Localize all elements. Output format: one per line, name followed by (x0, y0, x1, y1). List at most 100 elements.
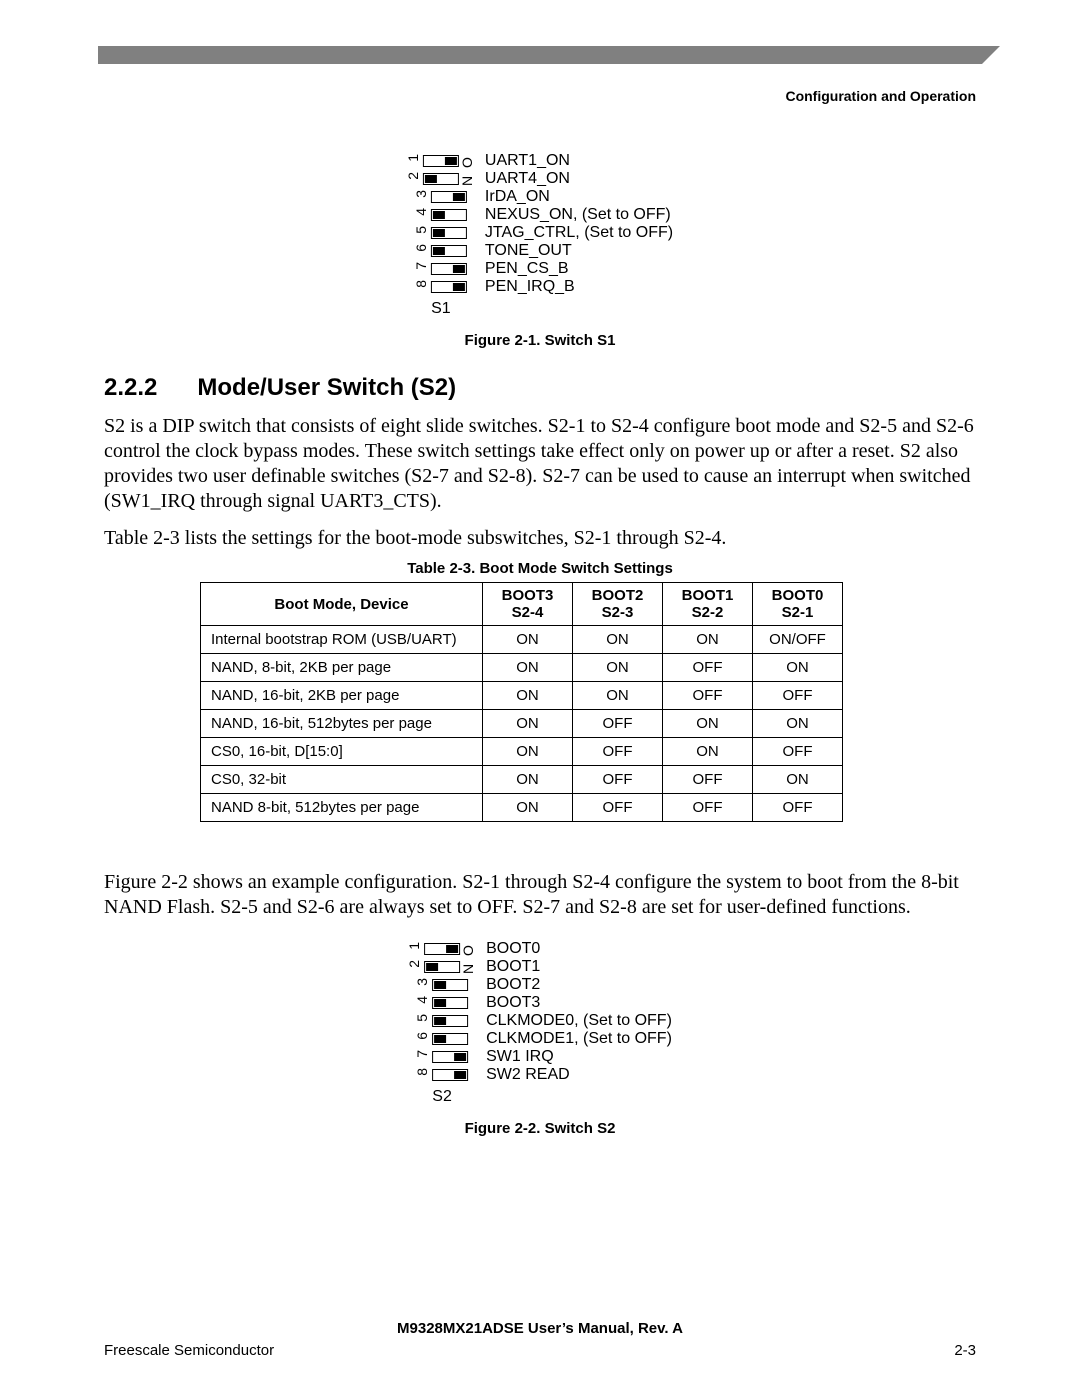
table-cell: OFF (753, 794, 843, 822)
dip-number: 6 (413, 244, 429, 258)
table-header: BOOT2S2-3 (573, 583, 663, 626)
dip-slot (432, 997, 468, 1009)
table-cell: ON (573, 626, 663, 654)
table-cell: ON (483, 794, 573, 822)
header-section: Configuration and Operation (785, 88, 976, 104)
table-row: Internal bootstrap ROM (USB/UART)ONONONO… (201, 626, 843, 654)
table-cell: ON (483, 682, 573, 710)
dip-row: 7 (416, 1048, 468, 1066)
table-header: BOOT3S2-4 (483, 583, 573, 626)
footer-left: Freescale Semiconductor (104, 1342, 274, 1359)
dip-label: BOOT2 (486, 976, 672, 994)
dip-row: 3 (415, 188, 467, 206)
dip-number: 2 (405, 172, 421, 186)
table-cell: ON (753, 766, 843, 794)
dip-number: 5 (414, 1014, 430, 1028)
figure2-caption: Figure 2-2. Switch S2 (465, 1120, 616, 1137)
table-cell: NAND 8-bit, 512bytes per page (201, 794, 483, 822)
dip-knob (453, 283, 465, 291)
table-cell: NAND, 16-bit, 2KB per page (201, 682, 483, 710)
dip-slot (431, 227, 467, 239)
table-row: CS0, 16-bit, D[15:0]ONOFFONOFF (201, 738, 843, 766)
dip-on-marker: O (460, 942, 476, 956)
dip-knob (433, 247, 445, 255)
dip-label: NEXUS_ON, (Set to OFF) (485, 206, 673, 224)
dip-slot (424, 943, 460, 955)
table-cell: OFF (573, 738, 663, 766)
dip-slot (423, 155, 459, 167)
table-cell: ON (483, 738, 573, 766)
table-cell: OFF (663, 682, 753, 710)
dip-knob (433, 211, 445, 219)
dip-slot (432, 1069, 468, 1081)
dip-row: 4 (415, 206, 467, 224)
table-caption: Table 2-3. Boot Mode Switch Settings (407, 560, 673, 577)
dip-label: CLKMODE0, (Set to OFF) (486, 1012, 672, 1030)
table-cell: Internal bootstrap ROM (USB/UART) (201, 626, 483, 654)
table-row: CS0, 32-bitONOFFOFFON (201, 766, 843, 794)
table-cell: ON (573, 654, 663, 682)
dip-slot (432, 1033, 468, 1045)
table-cell: ON (753, 654, 843, 682)
footer-right: 2-3 (954, 1342, 976, 1359)
dip-on-marker: N (459, 172, 475, 186)
dip-name: S2 (432, 1088, 452, 1106)
dip-label: SW1 IRQ (486, 1048, 672, 1066)
dip-label: BOOT3 (486, 994, 672, 1012)
dip-label: TONE_OUT (485, 242, 673, 260)
dip-slot (423, 173, 459, 185)
dip-row: 5 (416, 1012, 468, 1030)
dip-slot (431, 245, 467, 257)
table-row: NAND 8-bit, 512bytes per pageONOFFOFFOFF (201, 794, 843, 822)
dip-number: 8 (414, 1068, 430, 1082)
paragraph-2: Table 2-3 lists the settings for the boo… (104, 526, 982, 551)
table-row: NAND, 16-bit, 2KB per pageONONOFFOFF (201, 682, 843, 710)
dip-row: 1O (407, 152, 475, 170)
dip-knob (454, 1071, 466, 1079)
dip-on-marker: O (459, 154, 475, 168)
dip-label: PEN_CS_B (485, 260, 673, 278)
table-cell: OFF (573, 710, 663, 738)
section-title: Mode/User Switch (S2) (197, 374, 456, 401)
table-cell: ON (663, 738, 753, 766)
dip-number: 7 (414, 1050, 430, 1064)
dip-number: 1 (405, 154, 421, 168)
figure-s2: 1O2N345678S2 BOOT0BOOT1BOOT2BOOT3CLKMODE… (408, 940, 672, 1137)
dip-knob (454, 1053, 466, 1061)
paragraph-1: S2 is a DIP switch that consists of eigh… (104, 414, 982, 514)
top-bar (98, 46, 982, 64)
section-number: 2.2.2 (104, 374, 157, 401)
dip-label: UART4_ON (485, 170, 673, 188)
dip-row: 6 (415, 242, 467, 260)
dip-on-marker: N (460, 960, 476, 974)
dip-slot (431, 209, 467, 221)
table-cell: ON (753, 710, 843, 738)
dip-slot (432, 979, 468, 991)
dip-label: SW2 READ (486, 1066, 672, 1084)
table-cell: ON (663, 626, 753, 654)
table-cell: ON (573, 682, 663, 710)
dip-label: IrDA_ON (485, 188, 673, 206)
dip-slot (432, 1051, 468, 1063)
table-cell: NAND, 16-bit, 512bytes per page (201, 710, 483, 738)
section-heading: 2.2.2 Mode/User Switch (S2) (104, 374, 456, 402)
table-cell: ON/OFF (753, 626, 843, 654)
dip-number: 1 (406, 942, 422, 956)
table-cell: OFF (753, 682, 843, 710)
table-cell: OFF (663, 766, 753, 794)
table-header: Boot Mode, Device (201, 583, 483, 626)
table-cell: ON (483, 710, 573, 738)
table-header: BOOT1S2-2 (663, 583, 753, 626)
dip-number: 8 (413, 280, 429, 294)
dip-number: 5 (413, 226, 429, 240)
dip-row: 6 (416, 1030, 468, 1048)
dip-slot (431, 191, 467, 203)
table-cell: OFF (573, 766, 663, 794)
dip-row: 3 (416, 976, 468, 994)
dip-label: UART1_ON (485, 152, 673, 170)
dip-knob (434, 999, 446, 1007)
figure-s1: 1O2N345678S1 UART1_ONUART4_ONIrDA_ONNEXU… (407, 152, 673, 349)
dip-knob (453, 193, 465, 201)
table-cell: OFF (663, 794, 753, 822)
table-cell: NAND, 8-bit, 2KB per page (201, 654, 483, 682)
